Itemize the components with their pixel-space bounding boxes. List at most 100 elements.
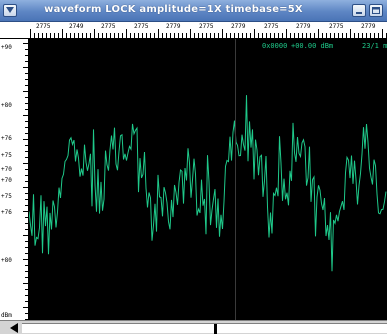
axis-tick [25, 109, 28, 110]
ruler-tick [42, 33, 43, 38]
axis-tick [25, 175, 28, 176]
axis-label: +76 [1, 209, 12, 216]
axis-tick [25, 205, 28, 206]
axis-tick [25, 145, 28, 146]
axis-tick [25, 217, 28, 218]
axis-tick [25, 121, 28, 122]
ruler-tick [254, 29, 255, 38]
axis-tick [23, 283, 28, 284]
axis-tick [25, 277, 28, 278]
axis-tick [23, 235, 28, 236]
minimize-button[interactable] [352, 4, 366, 17]
ruler-tick [214, 33, 215, 38]
readout-level: +00.00 dBm [291, 42, 334, 50]
ruler-tick [174, 33, 175, 38]
maximize-icon [372, 7, 380, 14]
axis-tick [25, 229, 28, 230]
ruler-label: 2775 [329, 23, 344, 30]
ruler-tick [58, 33, 59, 38]
ruler-tick [78, 33, 79, 38]
ruler-label: 2749 [69, 23, 84, 30]
ruler-tick [318, 29, 319, 38]
ruler-tick [138, 33, 139, 38]
horizontal-scrollbar[interactable] [0, 320, 387, 334]
ruler-tick [378, 33, 379, 38]
ruler-tick [30, 29, 31, 38]
axis-tick [25, 193, 28, 194]
axis-tick [25, 127, 28, 128]
ruler-tick [98, 33, 99, 38]
ruler-tick [202, 33, 203, 38]
ruler-tick [102, 33, 103, 38]
ruler-tick [106, 33, 107, 38]
axis-tick [25, 103, 28, 104]
ruler-tick [118, 33, 119, 38]
ruler-tick [166, 33, 167, 38]
ruler-tick [230, 33, 231, 38]
axis-tick [25, 289, 28, 290]
axis-tick [25, 181, 28, 182]
axis-tick [25, 151, 28, 152]
ruler-tick [270, 33, 271, 38]
window-title: waveform LOCK amplitude=1X timebase=5X [44, 4, 303, 15]
maximize-button[interactable] [369, 4, 383, 17]
ruler-tick [114, 33, 115, 38]
ruler-tick [154, 33, 155, 38]
axis-tick [25, 199, 28, 200]
ruler-tick [250, 33, 251, 38]
window-menu-button[interactable] [3, 4, 17, 17]
window-menu-icon [6, 7, 14, 13]
axis-tick [25, 301, 28, 302]
axis-tick [25, 79, 28, 80]
ruler-tick [122, 33, 123, 38]
ruler-tick [74, 33, 75, 38]
cursor-line[interactable] [235, 39, 236, 320]
ruler-label: 2775 [134, 23, 149, 30]
ruler-tick [322, 33, 323, 38]
ruler-tick [286, 29, 287, 38]
scroll-thumb[interactable] [214, 324, 217, 334]
ruler-tick [90, 33, 91, 38]
axis-tick [25, 265, 28, 266]
ruler-tick [282, 33, 283, 38]
title-bar[interactable]: waveform LOCK amplitude=1X timebase=5X [0, 0, 387, 22]
axis-tick [25, 169, 28, 170]
axis-tick [23, 139, 28, 140]
ruler-tick [130, 33, 131, 38]
axis-tick [25, 133, 28, 134]
readout-ratio: 23/1 m [362, 42, 387, 50]
ruler-tick [354, 33, 355, 38]
ruler-tick [374, 33, 375, 38]
axis-label: +70 [1, 166, 12, 173]
ruler-tick [326, 33, 327, 38]
ruler-tick [370, 33, 371, 38]
axis-tick [23, 91, 28, 92]
ruler-tick [226, 33, 227, 38]
axis-tick [25, 49, 28, 50]
ruler-tick [350, 29, 351, 38]
axis-label: +90 [1, 44, 12, 51]
scroll-track[interactable] [22, 323, 387, 334]
ruler-tick [66, 33, 67, 38]
axis-label: dBm [1, 312, 12, 319]
ruler-label: 2775 [101, 23, 116, 30]
ruler-tick [330, 33, 331, 38]
ruler-tick [258, 33, 259, 38]
scroll-left-icon[interactable] [10, 323, 18, 333]
ruler-tick [246, 33, 247, 38]
ruler-tick [218, 33, 219, 38]
ruler-tick [34, 33, 35, 38]
ruler-tick [70, 33, 71, 38]
ruler-tick [126, 29, 127, 38]
ruler-tick [234, 33, 235, 38]
axis-tick [23, 187, 28, 188]
axis-tick [25, 85, 28, 86]
ruler-tick [82, 33, 83, 38]
ruler-tick [298, 33, 299, 38]
axis-label: +80 [1, 102, 12, 109]
waveform-plot[interactable]: 0x0000 +00.00 dBm 23/1 m [29, 39, 387, 320]
axis-tick [23, 211, 28, 212]
readout-time: 0x0000 [262, 42, 288, 50]
ruler-tick [158, 29, 159, 38]
ruler-tick [338, 33, 339, 38]
